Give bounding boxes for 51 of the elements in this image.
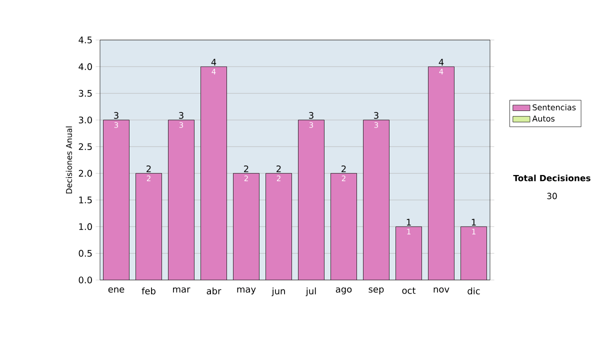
y-tick-label: 1.5 [79,196,92,204]
total-label: 2 [342,165,346,172]
legend-label: Sentencias [532,104,576,110]
total-label: 3 [114,112,118,119]
x-tick-label: oct [402,287,416,294]
y-tick-label: 0.0 [78,276,92,284]
x-tick-label: jun [272,287,285,296]
total-label: 3 [374,112,378,119]
bar [168,120,194,280]
y-tick-label: 1.0 [79,223,92,230]
y-tick-label: 3.0 [78,116,92,124]
total-label: 3 [179,112,184,119]
x-tick-label: nov [434,287,450,293]
total-label: 2 [244,165,248,172]
bar [428,66,454,280]
y-tick-label: 2.0 [78,170,92,177]
y-tick-label: 2.5 [78,143,92,150]
y-tick-label: 3.5 [78,90,92,97]
text: 30 [547,192,557,200]
bar [266,173,292,280]
y-tick-label: 4.0 [78,63,92,70]
x-tick-label: ago [336,287,352,294]
x-tick-label: jul [306,287,316,296]
y-tick-label: 0.5 [78,250,92,257]
bar [363,120,390,280]
total-label: 2 [146,165,151,172]
total-label: 4 [211,58,216,66]
bar [298,120,324,280]
y-tick-label: 4.5 [78,36,92,44]
legend-label: Autos [532,116,555,122]
x-tick-label: ene [108,287,124,293]
bar [396,226,422,280]
x-tick-label: abr [206,287,222,294]
x-tick-label: may [237,287,256,294]
text: Total Decisiones [513,174,590,182]
bar [136,173,162,280]
x-tick-label: mar [173,287,190,293]
bar [460,226,487,280]
total-label: 2 [276,165,281,172]
total-label: 3 [309,112,314,119]
bar [330,173,357,280]
bar [233,173,260,280]
total-label: 4 [438,58,444,66]
y-axis-title: Decisiones Anual [66,126,72,194]
total-label: 1 [472,218,476,226]
total-label: 1 [406,218,411,226]
x-tick-label: feb [142,287,156,294]
bar [103,120,130,280]
x-tick-label: dic [468,287,480,294]
x-tick-label: sep [368,287,384,294]
bar [200,66,227,280]
